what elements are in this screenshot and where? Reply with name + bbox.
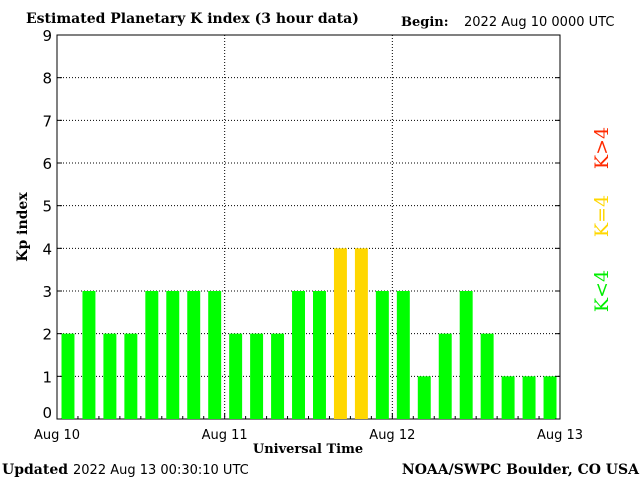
kp-bar [292,291,305,419]
kp-bar [208,291,222,419]
legend-low: K<4 [591,270,613,312]
kp-bar [82,291,96,419]
legend-medium: K=4 [591,195,613,237]
x-tick-label: Aug 13 [537,428,583,443]
kp-bar [271,333,285,419]
grid-lines [57,35,560,419]
y-tick-label: 8 [42,70,52,88]
updated-value: 2022 Aug 13 00:30:10 UTC [73,463,249,478]
kp-bar [313,291,326,419]
x-tick-label: Aug 12 [369,428,415,443]
kp-bar [543,376,557,419]
y-tick-label: 1 [42,368,52,386]
y-tick-label: 6 [42,155,52,173]
begin-label: Begin: [401,15,449,30]
kp-bar [459,291,473,419]
updated-label: Updated [2,462,68,478]
bar-series [61,248,557,419]
chart-title: Estimated Planetary K index (3 hour data… [26,11,359,27]
kp-bar [417,376,431,419]
x-axis-ticks: Aug 10 Aug 11 Aug 12 Aug 13 [34,413,583,443]
kp-bar [354,248,368,419]
x-tick-label: Aug 11 [202,428,248,443]
kp-bar [145,291,159,419]
kp-bar [501,376,515,419]
y-tick-label: 5 [42,198,52,216]
kp-bar [396,291,410,419]
plot-area [56,34,561,420]
kp-bar [229,333,243,419]
y-tick-label: 7 [42,112,52,130]
kp-bar [438,333,452,419]
y-tick-label: 0 [42,404,52,422]
y-axis-label: Kp index [15,192,31,262]
kp-bar [166,291,180,419]
y-tick-label: 2 [42,326,52,344]
kp-bar [250,333,264,419]
begin-value: 2022 Aug 10 0000 UTC [464,15,614,30]
y-axis-ticks: 0 1 2 3 4 5 6 7 8 9 [42,27,560,422]
kp-bar [375,291,389,419]
kp-bar [103,333,117,419]
legend-high: K>4 [591,127,613,169]
kp-bar [522,376,536,419]
y-tick-label: 3 [42,283,52,301]
kp-bar [124,333,138,419]
y-tick-label: 4 [42,240,52,258]
kp-bar [333,248,347,419]
x-axis-label: Universal Time [253,442,363,457]
source-credit: NOAA/SWPC Boulder, CO USA [402,462,640,478]
x-tick-label: Aug 10 [34,428,80,443]
y-tick-label: 9 [42,27,52,45]
kp-bar [187,291,201,419]
kp-bar [480,333,494,419]
kp-bar [61,333,75,419]
